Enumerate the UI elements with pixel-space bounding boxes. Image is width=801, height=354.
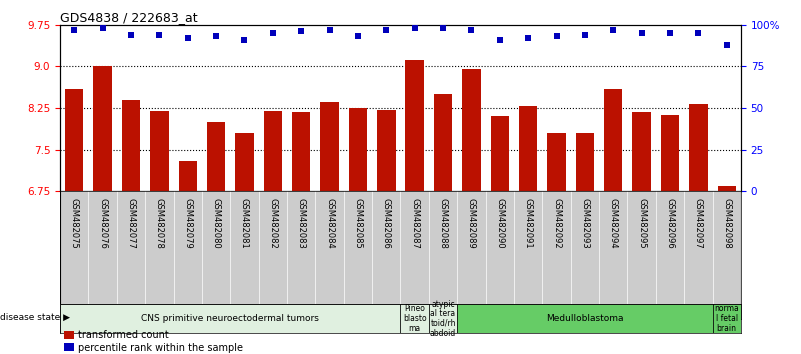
Bar (150, 111, 168, 191)
Point (352, 34, 364, 39)
Text: disease state ▶: disease state ▶ (0, 313, 70, 322)
Text: GSM482078: GSM482078 (155, 198, 164, 249)
Text: GSM482090: GSM482090 (495, 198, 505, 248)
Bar (713, 304, 741, 333)
Bar (64, 343, 74, 351)
Point (663, 30, 676, 36)
Point (295, 29, 308, 34)
Text: GSM482089: GSM482089 (467, 198, 476, 248)
Point (267, 30, 280, 36)
Text: CNS primitive neuroectodermal tumors: CNS primitive neuroectodermal tumors (141, 314, 320, 323)
Bar (429, 304, 457, 333)
Bar (264, 111, 282, 191)
Point (578, 32, 591, 38)
Bar (65, 88, 83, 191)
Point (181, 35, 194, 41)
Text: GSM482079: GSM482079 (183, 198, 192, 248)
Bar (64, 331, 74, 338)
Point (521, 35, 534, 41)
Point (323, 27, 336, 33)
Bar (179, 161, 197, 191)
Text: GSM482075: GSM482075 (70, 198, 78, 248)
Point (465, 27, 478, 33)
Text: GSM482085: GSM482085 (353, 198, 362, 248)
Point (238, 37, 251, 42)
Text: GSM482083: GSM482083 (296, 198, 306, 249)
Point (437, 25, 449, 31)
Text: GSM482081: GSM482081 (240, 198, 249, 248)
Point (720, 42, 733, 47)
Point (550, 34, 563, 39)
Bar (633, 112, 651, 191)
Text: GSM482084: GSM482084 (325, 198, 334, 248)
Bar (490, 116, 509, 191)
Text: GSM482098: GSM482098 (723, 198, 731, 248)
Text: GDS4838 / 222683_at: GDS4838 / 222683_at (60, 11, 198, 24)
Bar (576, 133, 594, 191)
Point (68, 27, 81, 33)
Bar (689, 104, 707, 191)
Bar (462, 69, 481, 191)
Text: GSM482086: GSM482086 (382, 198, 391, 249)
Bar (405, 60, 424, 191)
Point (635, 30, 648, 36)
Bar (320, 102, 339, 191)
Bar (235, 133, 254, 191)
Text: GSM482087: GSM482087 (410, 198, 419, 249)
Text: transformed count: transformed count (78, 330, 169, 340)
Point (210, 34, 223, 39)
Bar (519, 106, 537, 191)
Text: GSM482088: GSM482088 (439, 198, 448, 249)
Bar (292, 112, 311, 191)
Bar (434, 94, 453, 191)
Text: GSM482097: GSM482097 (694, 198, 702, 248)
Text: GSM482082: GSM482082 (268, 198, 277, 248)
Text: GSM482095: GSM482095 (637, 198, 646, 248)
Bar (718, 185, 736, 191)
Bar (661, 115, 679, 191)
Text: percentile rank within the sample: percentile rank within the sample (78, 343, 243, 353)
Bar (547, 133, 566, 191)
Text: GSM482096: GSM482096 (666, 198, 674, 248)
Bar (377, 110, 396, 191)
Point (692, 30, 705, 36)
Bar (604, 88, 622, 191)
Text: GSM482077: GSM482077 (127, 198, 135, 249)
Bar (94, 67, 112, 191)
Point (153, 32, 166, 38)
Bar (457, 304, 713, 333)
Text: GSM482076: GSM482076 (99, 198, 107, 249)
Text: GSM482080: GSM482080 (211, 198, 220, 248)
Text: GSM482091: GSM482091 (524, 198, 533, 248)
Point (96, 25, 109, 31)
Bar (207, 122, 225, 191)
Text: Pineo
blasto
ma: Pineo blasto ma (403, 304, 426, 333)
Point (125, 32, 138, 38)
Bar (60, 304, 400, 333)
Point (380, 27, 392, 33)
Point (493, 37, 506, 42)
Bar (348, 108, 367, 191)
Text: norma
l fetal
brain: norma l fetal brain (714, 304, 739, 333)
Text: atypic
al tera
toid/rh
abdoid: atypic al tera toid/rh abdoid (430, 299, 457, 338)
Bar (400, 304, 429, 333)
Text: GSM482092: GSM482092 (552, 198, 561, 248)
Text: Medulloblastoma: Medulloblastoma (546, 314, 624, 323)
Text: GSM482094: GSM482094 (609, 198, 618, 248)
Point (409, 25, 421, 31)
Bar (122, 100, 140, 191)
Point (607, 27, 620, 33)
Text: GSM482093: GSM482093 (581, 198, 590, 248)
